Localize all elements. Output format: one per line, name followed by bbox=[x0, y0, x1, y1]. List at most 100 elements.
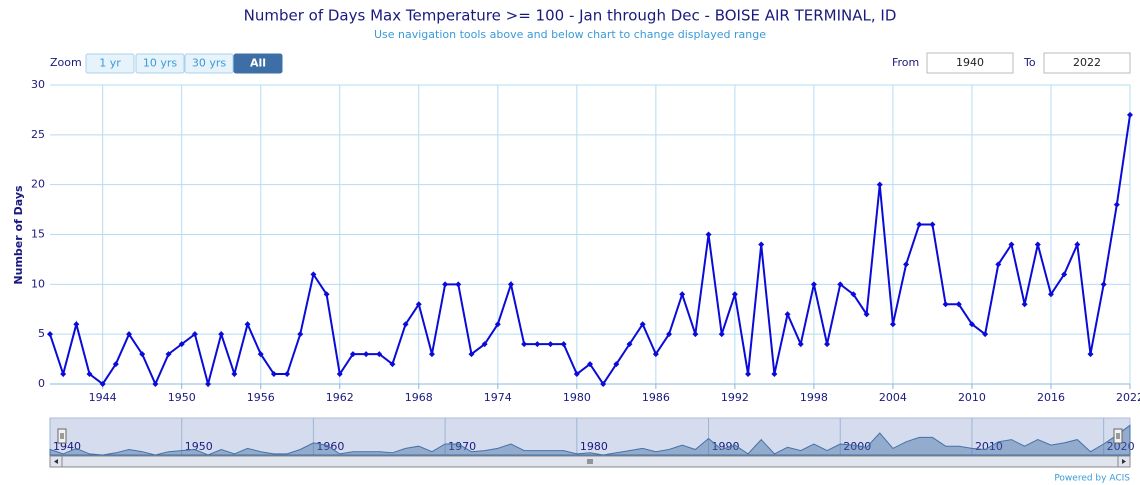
data-marker bbox=[126, 331, 133, 338]
data-marker bbox=[86, 371, 93, 378]
chart-title: Number of Days Max Temperature >= 100 - … bbox=[244, 7, 897, 25]
x-tick-label: 1944 bbox=[89, 391, 117, 404]
data-marker bbox=[231, 371, 238, 378]
data-marker bbox=[705, 231, 712, 238]
data-marker bbox=[376, 351, 383, 358]
navigator-handle[interactable] bbox=[57, 428, 67, 444]
data-marker bbox=[916, 221, 923, 228]
data-marker bbox=[731, 291, 738, 298]
zoom-button-label: All bbox=[250, 57, 266, 70]
data-marker bbox=[468, 351, 475, 358]
data-marker bbox=[995, 261, 1002, 268]
to-label: To bbox=[1023, 56, 1036, 69]
zoom-button-label: 10 yrs bbox=[143, 57, 178, 70]
y-tick-label: 5 bbox=[38, 327, 45, 340]
data-marker bbox=[297, 331, 304, 338]
data-marker bbox=[1061, 271, 1068, 278]
from-value: 1940 bbox=[956, 56, 984, 69]
data-marker bbox=[613, 361, 620, 368]
data-marker bbox=[455, 281, 462, 288]
y-tick-label: 30 bbox=[31, 78, 45, 91]
zoom-button[interactable] bbox=[233, 53, 283, 74]
x-tick-label: 1992 bbox=[721, 391, 749, 404]
data-marker bbox=[336, 371, 343, 378]
data-marker bbox=[165, 351, 172, 358]
zoom-label: Zoom bbox=[50, 56, 82, 69]
x-tick-label: 1950 bbox=[168, 391, 196, 404]
data-marker bbox=[1021, 301, 1028, 308]
data-marker bbox=[1034, 241, 1041, 248]
data-marker bbox=[692, 331, 699, 338]
data-marker bbox=[1047, 291, 1054, 298]
x-tick-label: 1986 bbox=[642, 391, 670, 404]
to-input[interactable] bbox=[1043, 52, 1131, 74]
data-marker bbox=[679, 291, 686, 298]
data-marker bbox=[99, 381, 106, 387]
data-marker bbox=[60, 371, 67, 378]
data-marker bbox=[47, 331, 53, 338]
data-marker bbox=[982, 331, 989, 338]
data-marker bbox=[507, 281, 514, 288]
x-tick-label: 1980 bbox=[563, 391, 591, 404]
zoom-button[interactable] bbox=[85, 53, 135, 74]
zoom-button[interactable] bbox=[135, 53, 185, 74]
arrow bbox=[1122, 459, 1126, 464]
to-value: 2022 bbox=[1073, 56, 1101, 69]
x-tick-label: 2004 bbox=[879, 391, 907, 404]
navigator-tick-label: 2000 bbox=[843, 440, 871, 453]
navigator-handle[interactable] bbox=[1113, 428, 1123, 444]
data-marker bbox=[626, 341, 633, 348]
zoom-button[interactable] bbox=[184, 53, 234, 74]
credit: Powered by ACIS bbox=[1054, 474, 1130, 484]
x-tick-label: 1956 bbox=[247, 391, 275, 404]
data-marker bbox=[889, 321, 896, 328]
zoom-button-label: 30 yrs bbox=[192, 57, 227, 70]
data-marker bbox=[178, 341, 185, 348]
data-marker bbox=[363, 351, 370, 358]
data-marker bbox=[810, 281, 817, 288]
data-marker bbox=[784, 311, 791, 318]
data-marker bbox=[284, 371, 291, 378]
data-marker bbox=[837, 281, 844, 288]
data-marker bbox=[600, 381, 607, 387]
data-marker bbox=[73, 321, 80, 328]
y-tick-label: 25 bbox=[31, 128, 45, 141]
data-marker bbox=[310, 271, 317, 278]
data-marker bbox=[257, 351, 264, 358]
data-marker bbox=[481, 341, 488, 348]
data-marker bbox=[112, 361, 119, 368]
data-marker bbox=[191, 331, 198, 338]
data-marker bbox=[968, 321, 975, 328]
zoom-button-label: 1 yr bbox=[99, 57, 121, 70]
data-marker bbox=[903, 261, 910, 268]
x-tick-label: 2016 bbox=[1037, 391, 1065, 404]
chart-subtitle: Use navigation tools above and below cha… bbox=[374, 28, 766, 41]
y-tick-label: 10 bbox=[31, 277, 45, 290]
data-marker bbox=[758, 241, 765, 248]
data-line bbox=[49, 114, 1131, 388]
data-marker bbox=[415, 301, 422, 308]
data-marker bbox=[205, 381, 212, 387]
from-label: From bbox=[892, 56, 919, 69]
data-marker bbox=[560, 341, 567, 348]
x-tick-label: 2022 bbox=[1116, 391, 1140, 404]
data-marker bbox=[521, 341, 528, 348]
from-input[interactable] bbox=[926, 52, 1014, 74]
data-marker bbox=[402, 321, 409, 328]
navigator-tick-label: 1980 bbox=[580, 440, 608, 453]
data-marker bbox=[349, 351, 356, 358]
data-marker bbox=[876, 181, 883, 188]
navigator-area bbox=[49, 424, 1131, 456]
data-marker bbox=[850, 291, 857, 298]
data-marker bbox=[955, 301, 962, 308]
x-tick-label: 1962 bbox=[326, 391, 354, 404]
data-marker bbox=[428, 351, 435, 358]
x-tick-label: 2010 bbox=[958, 391, 986, 404]
data-marker bbox=[824, 341, 831, 348]
data-marker bbox=[1008, 241, 1015, 248]
x-tick-label: 1968 bbox=[405, 391, 433, 404]
data-marker bbox=[1127, 111, 1133, 118]
data-marker bbox=[1087, 351, 1094, 358]
data-marker bbox=[1113, 201, 1120, 208]
